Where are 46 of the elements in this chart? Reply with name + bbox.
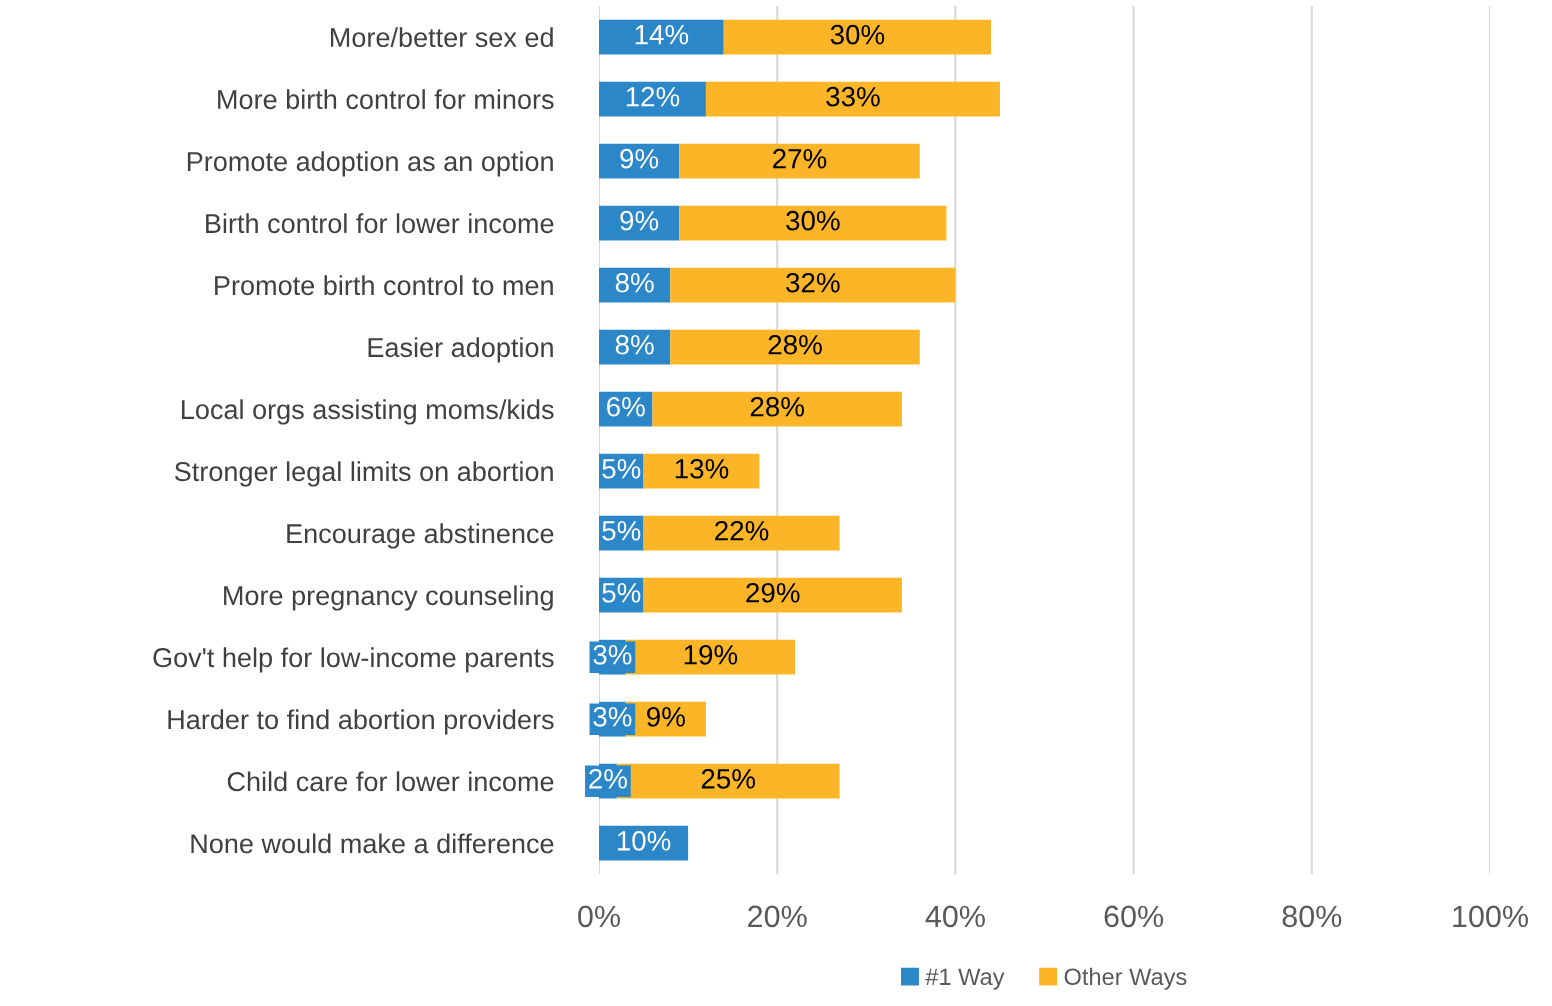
data-label: 6% (607, 396, 645, 417)
x-tick-label: 60% (1104, 905, 1164, 928)
x-tick-label: 20% (748, 905, 807, 928)
y-tick-label: Encourage abstinence (287, 523, 554, 549)
y-tick-label: Stronger legal limits on abortion (174, 461, 553, 487)
y-tick-label: Promote adoption as an option (187, 151, 553, 177)
data-label: 29% (746, 582, 800, 603)
data-label: 8% (615, 272, 654, 293)
y-tick-label: Birth control for lower income (206, 213, 554, 234)
data-label: 9% (620, 148, 659, 169)
data-label: 33% (826, 86, 880, 107)
y-tick-label: Child care for lower income (227, 771, 554, 792)
data-label: 14% (635, 24, 689, 45)
x-tick-label: 40% (925, 905, 985, 928)
x-tick-label: 100% (1453, 905, 1528, 928)
x-tick-label: 80% (1282, 905, 1342, 928)
data-label: 5% (602, 583, 641, 603)
data-label: 5% (602, 521, 641, 541)
data-label: 10% (617, 830, 671, 851)
y-tick-label: Gov't help for low-income parents (153, 647, 554, 673)
data-label: 9% (647, 706, 685, 727)
data-label: 25% (701, 768, 756, 789)
data-label: 28% (750, 396, 805, 417)
data-label: 27% (773, 148, 827, 169)
data-label: 12% (626, 86, 680, 107)
y-tick-label: More birth control for minors (218, 89, 554, 110)
y-tick-label: Promote birth control to men (215, 275, 553, 296)
data-label: 32% (786, 272, 840, 293)
x-tick-label: 0% (578, 905, 620, 928)
data-label: 19% (684, 644, 738, 665)
data-label: 30% (786, 210, 840, 231)
y-tick-label: Local orgs assisting moms/kids (182, 399, 554, 425)
legend-label: #1 Way (925, 968, 1005, 990)
y-tick-label: More/better sex ed (330, 27, 553, 48)
data-label: 9% (620, 210, 659, 231)
data-label: 5% (602, 459, 641, 479)
y-tick-label: Harder to find abortion providers (168, 709, 554, 735)
y-tick-label: Easier adoption (368, 337, 553, 363)
data-label: 13% (675, 458, 729, 479)
legend-label: Other Ways (1064, 967, 1187, 990)
data-label: 8% (615, 334, 654, 355)
data-label: 28% (768, 334, 822, 355)
data-label: 30% (830, 24, 885, 45)
y-tick-label: None would make a difference (191, 833, 554, 854)
data-label: 22% (715, 520, 769, 541)
y-tick-label: More pregnancy counseling (224, 585, 553, 611)
